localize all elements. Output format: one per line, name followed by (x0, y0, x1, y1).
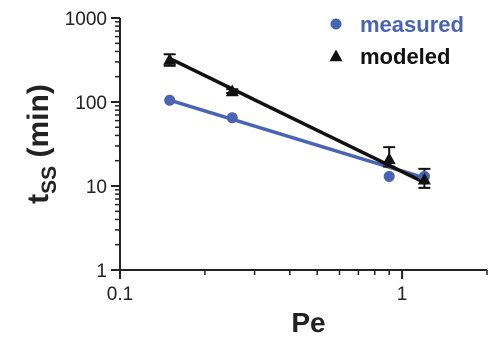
legend-marker-measured (330, 18, 342, 30)
legend-label-modeled: modeled (360, 44, 450, 69)
data-points (163, 53, 431, 185)
y-tick-label: 1 (96, 261, 107, 282)
data-point-measured (226, 112, 238, 124)
y-tick-label: 10 (86, 177, 107, 198)
axis-titles: Pe tSS (min) (22, 84, 326, 338)
x-tick-label: 0.1 (107, 284, 133, 305)
fit-line-measured (167, 98, 427, 180)
data-point-measured (383, 170, 395, 182)
data-point-modeled (382, 152, 396, 165)
data-point-measured (164, 94, 176, 106)
y-tick-label: 100 (75, 93, 107, 114)
fit-lines (167, 56, 427, 185)
legend-marker-modeled (329, 49, 343, 62)
legend-label-measured: measured (360, 12, 464, 37)
y-axis-title: tSS (min) (22, 84, 61, 204)
data-point-modeled (163, 53, 177, 65)
fit-line-modeled (167, 56, 427, 185)
legend: measured modeled (329, 12, 464, 69)
data-point-modeled (225, 84, 239, 97)
y-axis-title-unit: (min) (22, 84, 55, 166)
y-tick-label: 1000 (65, 9, 107, 30)
y-axis-title-main: t (22, 194, 55, 204)
y-axis-title-subscript: SS (38, 166, 61, 194)
x-tick-label: 1 (397, 284, 408, 305)
x-axis-title: Pe (291, 307, 325, 338)
data-point-modeled (417, 172, 431, 185)
